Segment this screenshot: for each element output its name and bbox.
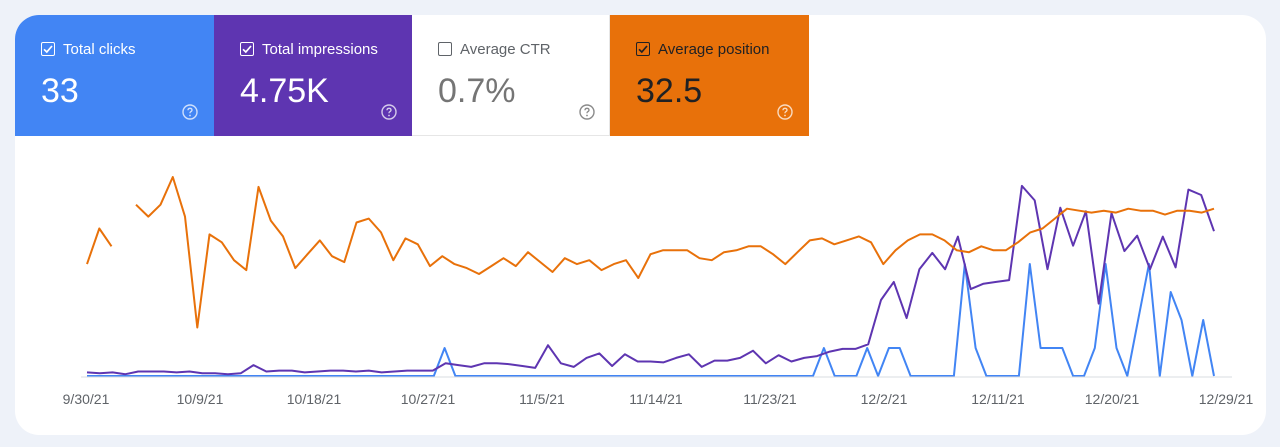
metric-cards: Total clicks 33 Total impressions 4.75K … [15, 15, 809, 136]
total-impressions-card[interactable]: Total impressions 4.75K [214, 15, 412, 136]
series-line-average-position [86, 176, 1215, 329]
x-tick-label: 10/18/21 [287, 391, 342, 407]
total-clicks-checkbox[interactable] [41, 42, 55, 56]
check-icon [242, 45, 252, 54]
help-icon[interactable] [777, 104, 793, 120]
average-ctr-checkbox[interactable] [438, 42, 452, 56]
x-axis-ticks: 9/30/21 10/9/21 10/18/21 10/27/21 11/5/21 11/… [63, 391, 1254, 407]
performance-panel: Total clicks 33 Total impressions 4.75K … [15, 15, 1266, 435]
x-tick-label: 10/9/21 [177, 391, 224, 407]
x-tick-label: 11/23/21 [743, 391, 797, 407]
average-position-value: 32.5 [636, 72, 703, 110]
total-impressions-label: Total impressions [262, 41, 378, 58]
total-impressions-checkbox[interactable] [240, 42, 254, 56]
total-clicks-value: 33 [41, 72, 79, 110]
series-line-total-impressions [86, 184, 1215, 376]
x-tick-label: 12/20/21 [1085, 391, 1140, 407]
total-clicks-card[interactable]: Total clicks 33 [15, 15, 214, 136]
average-position-card[interactable]: Average position 32.5 [610, 15, 809, 136]
average-ctr-label: Average CTR [460, 41, 551, 58]
help-icon[interactable] [182, 104, 198, 120]
help-icon[interactable] [381, 104, 397, 120]
average-ctr-value: 0.7% [438, 72, 516, 110]
x-tick-label: 12/11/21 [971, 391, 1025, 407]
x-tick-label: 12/2/21 [861, 391, 908, 407]
average-position-label: Average position [658, 41, 770, 58]
series-layer [86, 176, 1215, 377]
x-tick-label: 12/29/21 [1199, 391, 1254, 407]
check-icon [638, 45, 648, 54]
average-position-checkbox[interactable] [636, 42, 650, 56]
x-tick-label: 10/27/21 [401, 391, 456, 407]
series-line-total-clicks [87, 263, 1215, 377]
average-ctr-card[interactable]: Average CTR 0.7% [412, 15, 610, 136]
x-tick-label: 11/5/21 [519, 391, 565, 407]
check-icon [43, 45, 53, 54]
total-clicks-label: Total clicks [63, 41, 136, 58]
performance-line-chart: 9/30/21 10/9/21 10/18/21 10/27/21 11/5/21 11/… [63, 176, 1254, 407]
x-tick-label: 9/30/21 [63, 391, 110, 407]
total-impressions-value: 4.75K [240, 72, 329, 110]
x-tick-label: 11/14/21 [629, 391, 683, 407]
help-icon[interactable] [579, 104, 595, 120]
